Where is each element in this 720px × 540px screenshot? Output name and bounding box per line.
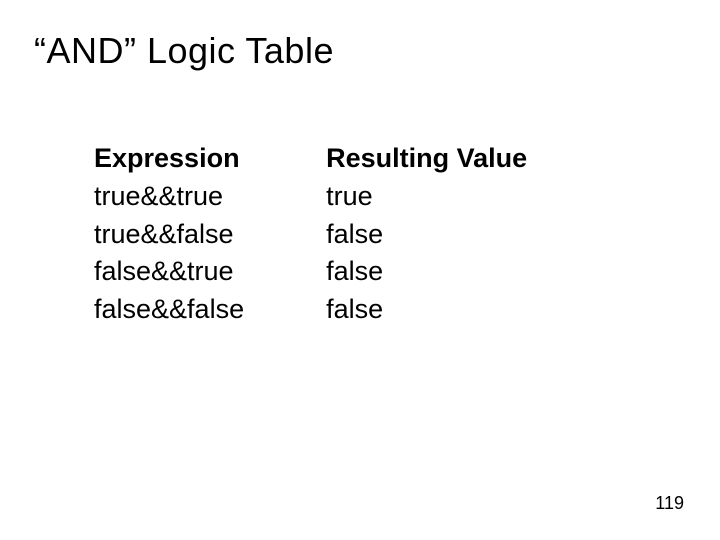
table-cell: false <box>326 216 527 254</box>
column-header: Resulting Value <box>326 140 527 178</box>
table-cell: true&&false <box>94 216 244 254</box>
table-cell: false <box>326 291 527 329</box>
table-cell: true&&true <box>94 178 244 216</box>
expression-column: Expression true&&true true&&false false&… <box>94 140 244 329</box>
table-cell: true <box>326 178 527 216</box>
table-cell: false&&true <box>94 253 244 291</box>
table-cell: false&&false <box>94 291 244 329</box>
result-column: Resulting Value true false false false <box>326 140 527 329</box>
column-header: Expression <box>94 140 244 178</box>
logic-table: Expression true&&true true&&false false&… <box>94 140 527 329</box>
slide-title: “AND” Logic Table <box>34 30 334 72</box>
page-number: 119 <box>655 493 684 514</box>
table-cell: false <box>326 253 527 291</box>
